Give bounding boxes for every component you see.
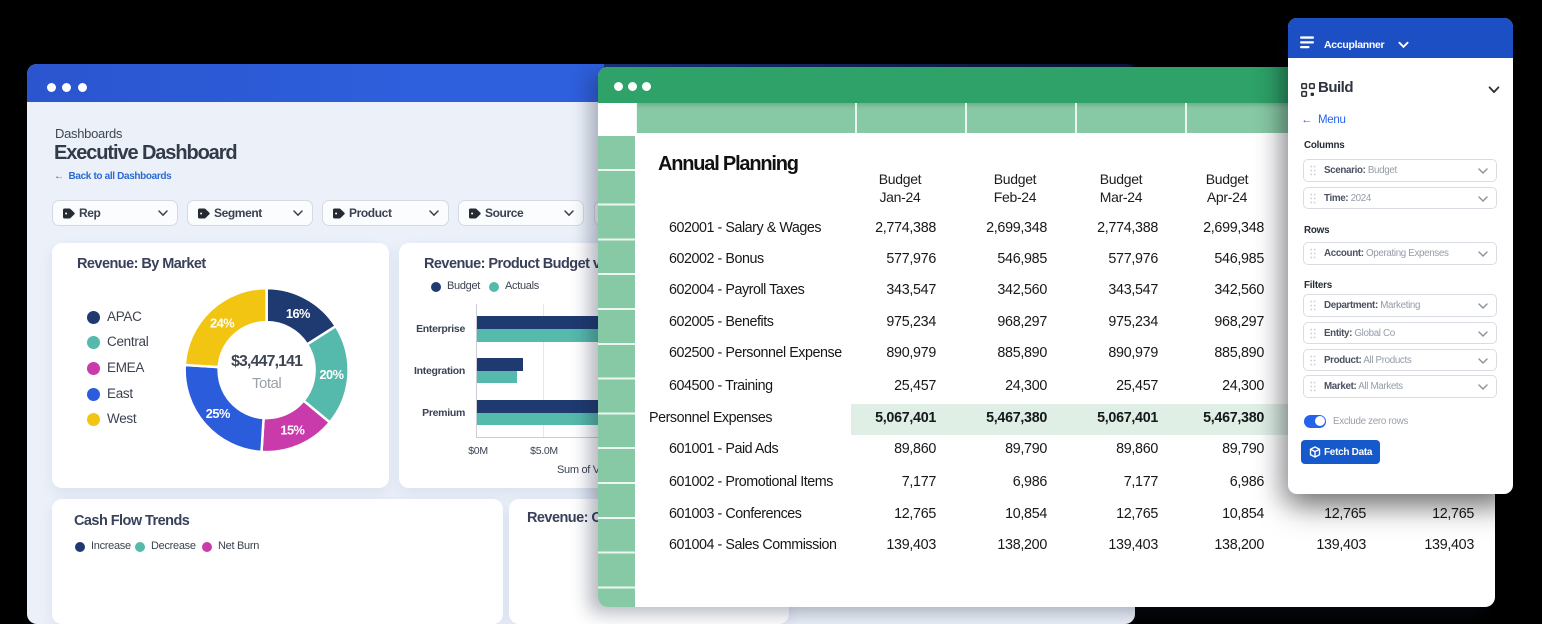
svg-text:15%: 15% xyxy=(280,423,305,438)
svg-text:$3,447,141: $3,447,141 xyxy=(231,353,303,370)
svg-text:25%: 25% xyxy=(206,406,231,421)
svg-text:24%: 24% xyxy=(210,316,235,331)
svg-text:16%: 16% xyxy=(286,306,311,321)
svg-text:20%: 20% xyxy=(319,367,344,382)
svg-text:Total: Total xyxy=(252,375,281,392)
